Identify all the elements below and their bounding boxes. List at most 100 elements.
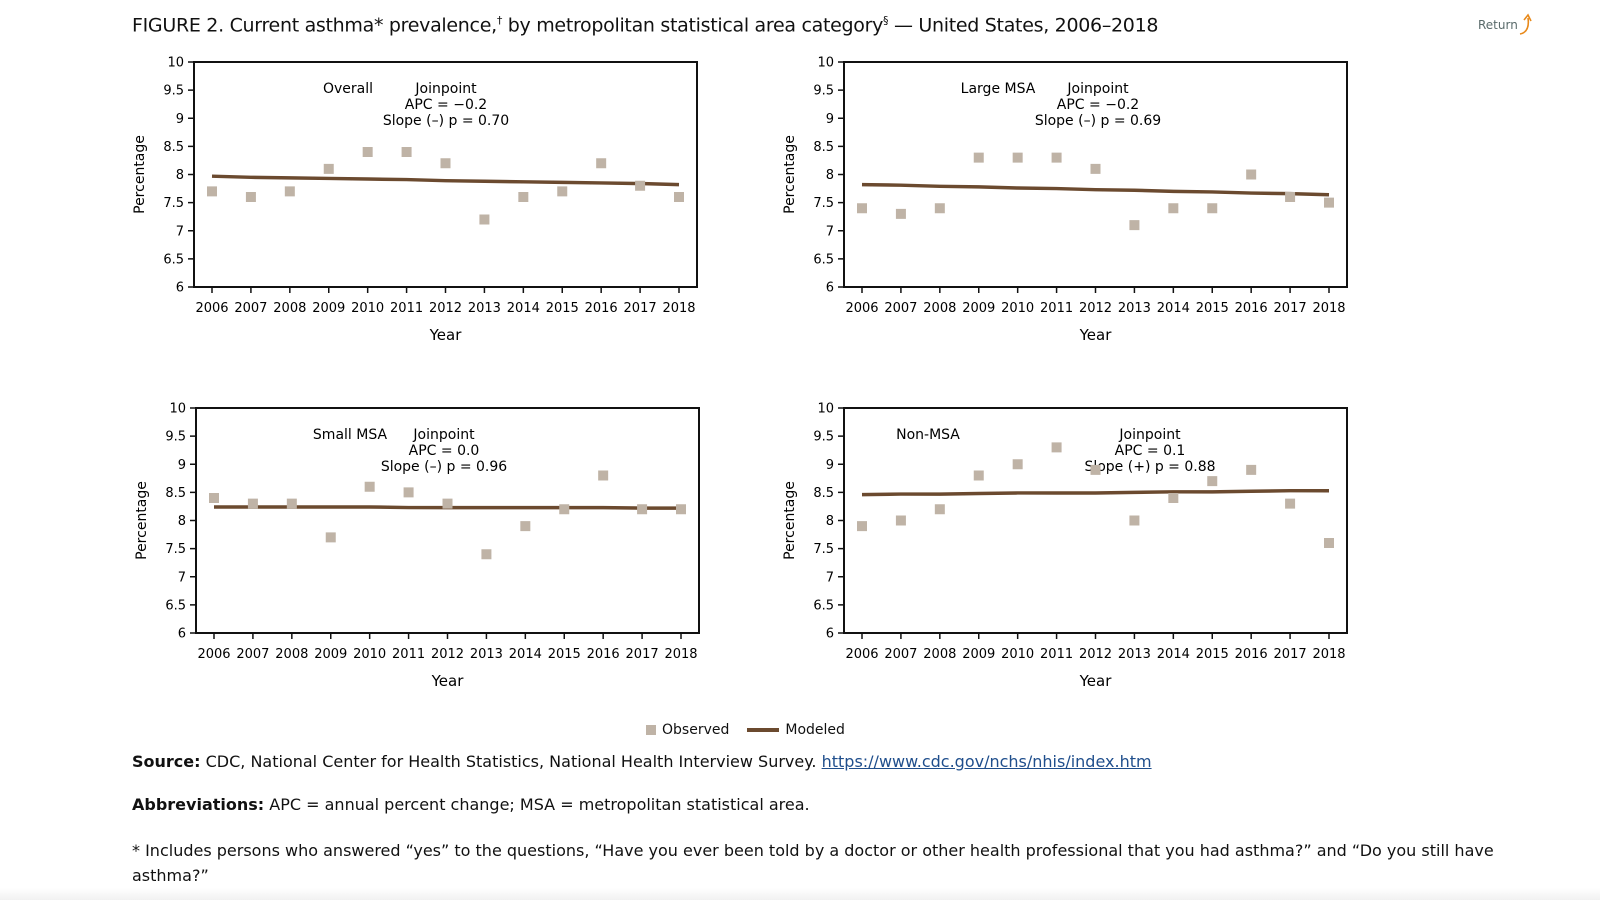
source-note: Source: CDC, National Center for Health … <box>132 752 1152 771</box>
x-tick-label: 2007 <box>236 647 269 662</box>
x-tick-label: 2011 <box>1040 647 1073 662</box>
abbreviations-text: APC = annual percent change; MSA = metro… <box>264 795 810 814</box>
return-button[interactable]: Return <box>1478 13 1532 35</box>
x-tick-label: 2008 <box>923 647 956 662</box>
y-tick-label: 9 <box>826 112 834 127</box>
x-tick-label: 2010 <box>1001 647 1034 662</box>
observed-point <box>1285 192 1296 202</box>
x-tick-label: 2016 <box>587 647 620 662</box>
observed-point <box>596 158 607 169</box>
modeled-series-line <box>861 182 1330 197</box>
x-axis-label: Year <box>429 326 463 344</box>
joinpoint-annotation-line: Joinpoint <box>1118 427 1181 443</box>
observed-point <box>1246 464 1257 475</box>
observed-point <box>1246 169 1257 180</box>
observed-point <box>284 186 295 197</box>
y-tick-label: 8 <box>176 168 184 183</box>
x-tick-label: 2009 <box>962 647 995 662</box>
y-tick-label: 8 <box>826 168 834 183</box>
x-tick-label: 2006 <box>845 647 878 662</box>
x-tick-label: 2008 <box>275 647 308 662</box>
x-tick-label: 2012 <box>431 647 464 662</box>
y-tick-label: 10 <box>169 402 186 417</box>
x-tick-label: 2015 <box>548 647 581 662</box>
y-tick-label: 10 <box>817 402 834 417</box>
x-tick-label: 2011 <box>392 647 425 662</box>
x-tick-label: 2018 <box>662 301 695 316</box>
observed-point <box>1012 459 1023 470</box>
observed-point <box>286 498 297 509</box>
y-tick-label: 7.5 <box>165 542 186 557</box>
legend-observed-label: Observed <box>662 722 730 738</box>
x-tick-label: 2010 <box>1001 301 1034 316</box>
legend-modeled-label: Modeled <box>785 722 845 738</box>
x-tick-label: 2018 <box>1312 647 1345 662</box>
y-tick-label: 6 <box>826 281 834 296</box>
observed-point <box>1090 464 1101 475</box>
chart-panel-large-msa: 6 6.5 7 7.5 8 8.5 9 9.5 10 2006 2007 2008 2009 2010 20… <box>782 56 1348 344</box>
y-tick-label: 7 <box>826 570 834 585</box>
y-tick-label: 9.5 <box>165 430 186 445</box>
observed-point <box>1168 493 1179 503</box>
y-tick-label: 6.5 <box>163 252 184 267</box>
y-tick-label: 6 <box>178 627 186 642</box>
legend-observed-swatch <box>646 725 656 735</box>
return-arrow-icon <box>1519 13 1532 35</box>
y-tick-label: 6.5 <box>165 598 186 613</box>
panel-label: Non-MSA <box>896 427 960 443</box>
observed-point <box>518 192 529 202</box>
source-link[interactable]: https://www.cdc.gov/nchs/nhis/index.htm <box>821 752 1152 771</box>
y-tick-label: 9 <box>178 458 186 473</box>
observed-point <box>1051 152 1062 163</box>
observed-point <box>934 504 945 515</box>
joinpoint-annotation-line: Slope (–) p = 0.70 <box>383 113 509 129</box>
x-tick-label: 2009 <box>312 301 345 316</box>
observed-point <box>209 493 219 503</box>
y-tick-label: 8.5 <box>163 140 184 155</box>
x-tick-label: 2013 <box>468 301 501 316</box>
observed-point <box>973 470 984 481</box>
page-bottom-fade <box>0 888 1600 900</box>
x-tick-label: 2017 <box>1274 647 1307 662</box>
chart-panel-small-msa: 6 6.5 7 7.5 8 8.5 9 9.5 10 2006 2007 2008 2009 2010 20… <box>134 402 700 690</box>
observed-point <box>245 192 256 202</box>
joinpoint-annotation-line: Slope (+) p = 0.88 <box>1084 459 1215 475</box>
observed-point <box>207 186 217 197</box>
x-tick-label: 2008 <box>923 301 956 316</box>
observed-point <box>857 203 867 214</box>
x-tick-label: 2018 <box>1312 301 1345 316</box>
panel-label: Large MSA <box>961 81 1036 97</box>
x-tick-label: 2014 <box>1157 301 1190 316</box>
x-tick-label: 2011 <box>1040 301 1073 316</box>
x-tick-label: 2015 <box>1196 647 1229 662</box>
observed-point <box>362 147 373 157</box>
x-tick-label: 2010 <box>351 301 384 316</box>
y-tick-label: 6.5 <box>813 598 834 613</box>
abbreviations-note: Abbreviations: APC = annual percent chan… <box>132 795 810 814</box>
observed-point <box>247 498 258 509</box>
modeled-series-line <box>861 488 1329 497</box>
x-tick-label: 2007 <box>234 301 267 316</box>
title-dagger: † <box>496 14 503 27</box>
modeled-series-line <box>211 174 680 187</box>
x-tick-label: 2015 <box>546 301 579 316</box>
observed-point <box>674 192 684 202</box>
x-tick-label: 2016 <box>1235 647 1268 662</box>
observed-point <box>637 504 648 515</box>
source-text: CDC, National Center for Health Statisti… <box>200 752 822 771</box>
panel-label: Small MSA <box>313 427 388 443</box>
observed-point <box>598 470 609 481</box>
x-tick-label: 2012 <box>1079 647 1112 662</box>
y-axis-label: Percentage <box>134 481 150 560</box>
observed-point <box>364 481 375 492</box>
observed-point <box>557 186 568 197</box>
observed-point <box>1129 220 1140 231</box>
observed-point <box>1129 515 1140 526</box>
observed-point <box>1324 197 1334 208</box>
title-section-mark: § <box>883 14 889 27</box>
title-text: FIGURE 2. Current asthma* prevalence, <box>132 14 497 37</box>
observed-point <box>520 521 531 532</box>
y-tick-label: 7 <box>826 224 834 239</box>
joinpoint-annotation-line: APC = −0.2 <box>1057 97 1139 113</box>
observed-point <box>559 504 570 515</box>
